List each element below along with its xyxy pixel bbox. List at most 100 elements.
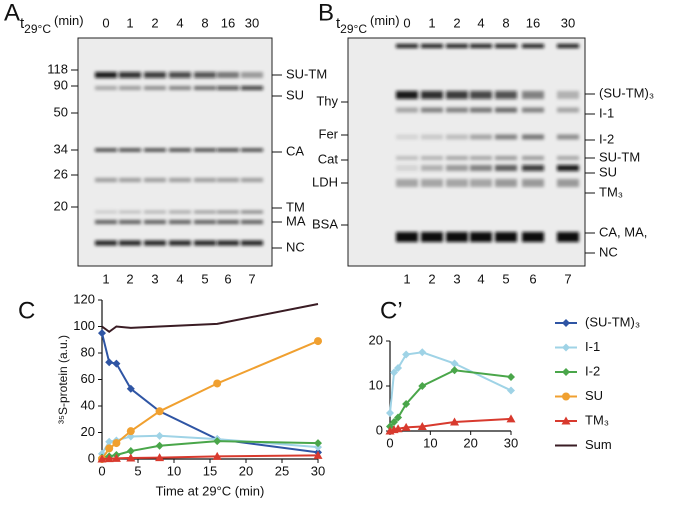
x-tick-label: 15	[203, 463, 217, 478]
legend-label: I-1	[585, 339, 600, 354]
point	[126, 453, 136, 462]
lane-time: 4	[477, 15, 484, 30]
point	[450, 417, 460, 426]
band-label: I-1	[599, 105, 614, 120]
gel-band	[95, 86, 117, 90]
y-tick-label: 100	[73, 318, 95, 333]
gel-band	[495, 179, 517, 187]
gel-band	[241, 240, 263, 246]
point	[126, 447, 135, 456]
band-label: TM₃	[599, 184, 623, 199]
point	[104, 454, 114, 463]
gel-band	[495, 156, 517, 160]
point	[562, 368, 570, 376]
lane-number: 4	[477, 271, 484, 286]
lane-number: 3	[151, 271, 158, 286]
point	[97, 454, 107, 463]
lane-number: 1	[102, 271, 109, 286]
point	[393, 424, 403, 433]
panel-label: B	[318, 0, 334, 26]
band-label: SU-TM	[286, 66, 327, 81]
marker-label: Cat	[318, 151, 339, 166]
gel-band	[194, 86, 216, 90]
y-tick-label: 60	[81, 371, 95, 386]
band-label: SU	[286, 87, 304, 102]
gel-band	[194, 178, 216, 182]
gel-band	[144, 220, 166, 224]
marker-label: 34	[54, 141, 68, 156]
band-label: SU	[599, 164, 617, 179]
gel-band	[522, 232, 544, 242]
band-label: NC	[286, 239, 305, 254]
y-tick-label: 40	[81, 397, 95, 412]
point	[155, 431, 164, 440]
gel-band	[241, 178, 263, 182]
y-tick-label: 120	[73, 291, 95, 306]
lane-number: 6	[224, 271, 231, 286]
point	[126, 384, 135, 393]
point	[394, 364, 403, 372]
gel-band	[470, 156, 492, 160]
gel-band	[169, 148, 191, 152]
gel-band	[522, 91, 544, 99]
gel-band	[194, 220, 216, 224]
point	[418, 382, 427, 390]
lane-time: 8	[502, 15, 509, 30]
time-header: t29°C(min)	[20, 13, 84, 36]
gel-band	[470, 165, 492, 171]
unit: (min)	[370, 13, 400, 28]
gel-band	[557, 134, 579, 140]
gel-band	[169, 210, 191, 214]
gel-band	[119, 178, 141, 182]
point	[155, 407, 164, 416]
panel-label: C’	[380, 297, 403, 324]
band-label: SU-TM	[599, 149, 640, 164]
gel-band	[396, 44, 418, 48]
gel-band	[217, 240, 239, 246]
gel-band	[421, 134, 443, 140]
gel-band	[144, 178, 166, 182]
gel-band	[396, 179, 418, 187]
x-tick-label: 0	[98, 463, 105, 478]
gel-band	[522, 107, 544, 113]
point	[402, 350, 411, 359]
gel-band	[396, 134, 418, 140]
marker-label: 20	[54, 198, 68, 213]
band-label: TM	[286, 199, 305, 214]
point	[212, 451, 222, 460]
point	[418, 348, 427, 357]
point	[390, 418, 399, 426]
point	[390, 368, 399, 377]
series-line	[101, 332, 319, 454]
gel-band	[446, 44, 468, 48]
point	[105, 358, 114, 367]
gel-band	[557, 165, 579, 171]
legend-label: SU	[585, 388, 603, 403]
gel-band	[522, 156, 544, 160]
y-tick-label: 80	[81, 344, 95, 359]
gel-band	[421, 91, 443, 99]
gel-band	[144, 240, 166, 246]
point	[401, 422, 411, 431]
lane-time: 4	[176, 15, 183, 30]
gel-band	[421, 232, 443, 242]
lane-number: 2	[126, 271, 133, 286]
lane-time: 16	[526, 15, 540, 30]
gel-band	[119, 220, 141, 224]
gel-band	[241, 72, 263, 78]
gel-band	[522, 179, 544, 187]
point	[98, 329, 106, 338]
gel-band	[522, 165, 544, 171]
point	[562, 343, 570, 352]
lane-number: 4	[176, 271, 183, 286]
gel-band	[194, 240, 216, 246]
point	[417, 422, 427, 430]
gel-band	[217, 178, 239, 182]
y-tick-label: 20	[81, 424, 95, 439]
gel-band	[169, 178, 191, 182]
gel-band	[396, 156, 418, 160]
gel-band	[95, 72, 117, 78]
x-tick-label: 0	[386, 435, 393, 450]
gel-band	[557, 44, 579, 48]
